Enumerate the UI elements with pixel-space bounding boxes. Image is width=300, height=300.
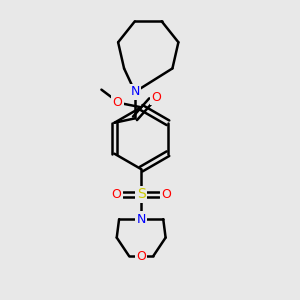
Text: O: O (113, 96, 122, 109)
Text: S: S (137, 187, 146, 201)
Text: O: O (152, 91, 161, 103)
Text: O: O (136, 250, 146, 262)
Text: O: O (161, 188, 171, 201)
Text: O: O (112, 188, 122, 201)
Text: N: N (136, 213, 146, 226)
Text: N: N (130, 85, 140, 98)
